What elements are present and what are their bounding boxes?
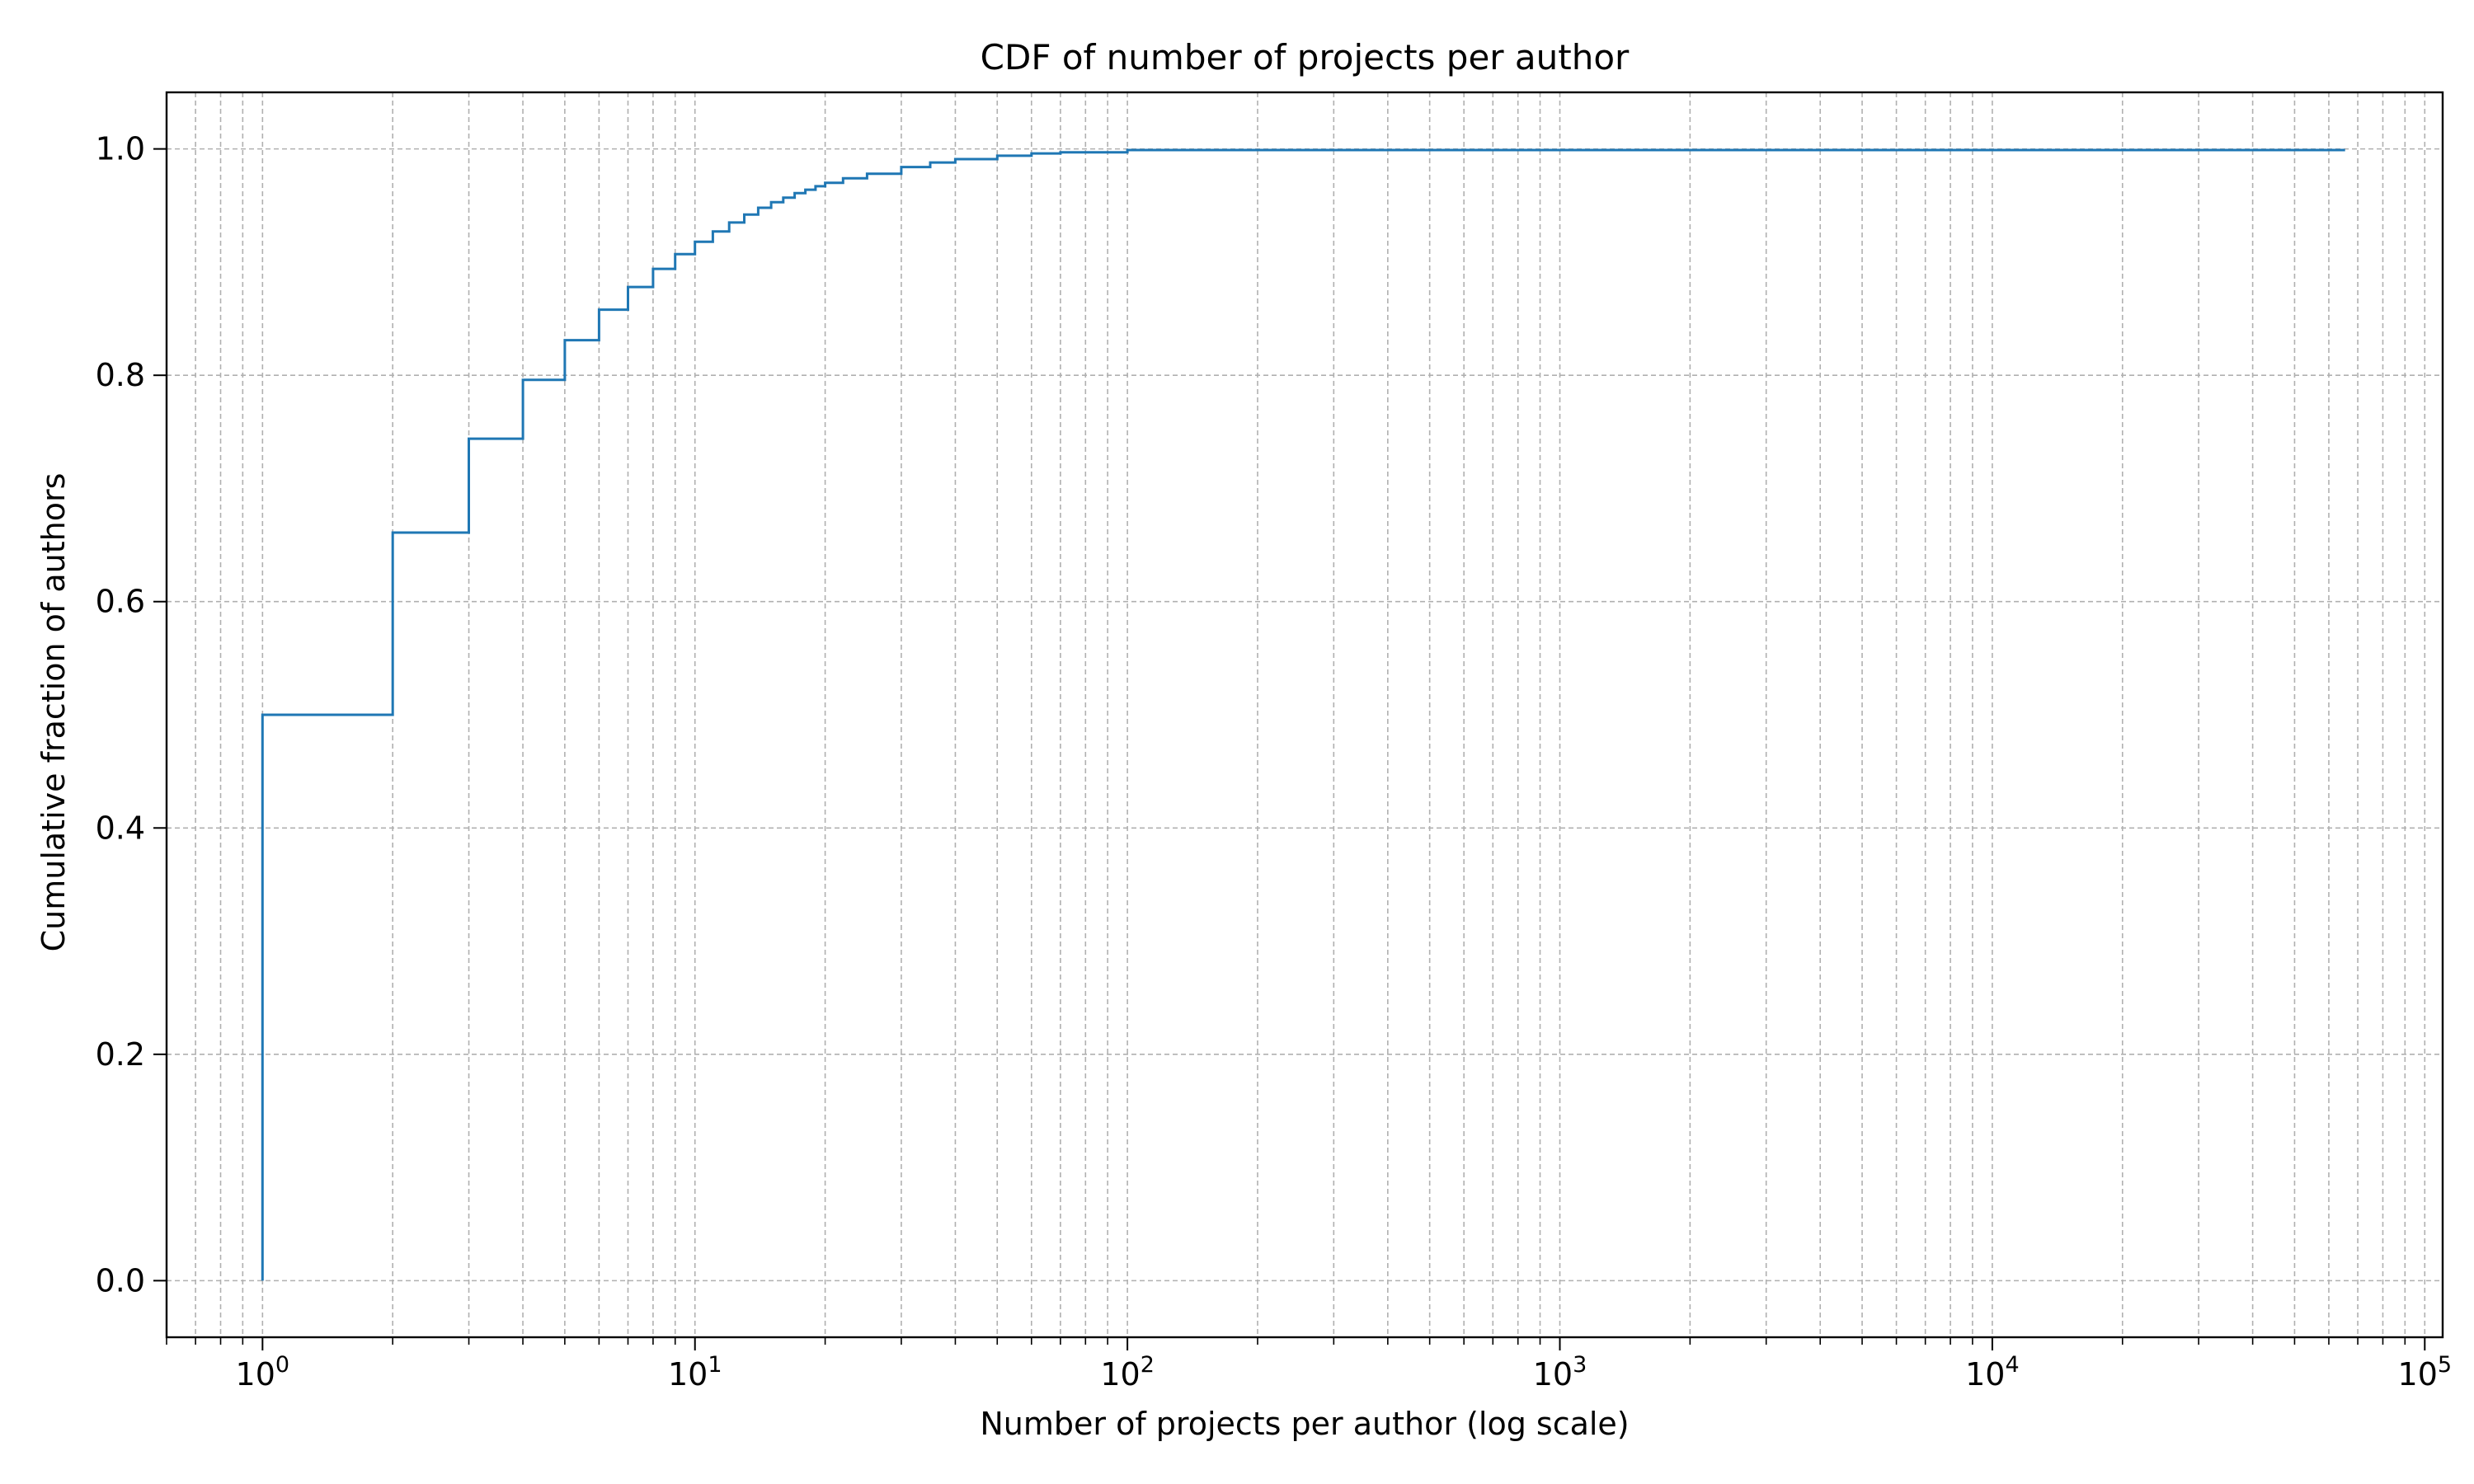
x-tick-exponent: 4 xyxy=(2005,1352,2019,1378)
chart-title: CDF of number of projects per author xyxy=(981,37,1630,77)
y-tick-label: 0.4 xyxy=(96,810,145,846)
y-tick-label: 0.6 xyxy=(96,584,145,620)
y-tick-label: 0.2 xyxy=(96,1036,145,1073)
y-tick-label: 1.0 xyxy=(96,131,145,167)
x-tick-exponent: 2 xyxy=(1141,1352,1155,1378)
x-axis-label: Number of projects per author (log scale… xyxy=(980,1406,1629,1442)
y-axis-label: Cumulative fraction of authors xyxy=(35,473,72,952)
x-tick-exponent: 1 xyxy=(708,1352,722,1378)
x-tick-exponent: 3 xyxy=(1573,1352,1587,1378)
y-tick-label: 0.8 xyxy=(96,357,145,393)
x-tick-exponent: 0 xyxy=(275,1352,289,1378)
y-tick-label: 0.0 xyxy=(96,1262,145,1298)
x-tick-exponent: 5 xyxy=(2438,1352,2452,1378)
